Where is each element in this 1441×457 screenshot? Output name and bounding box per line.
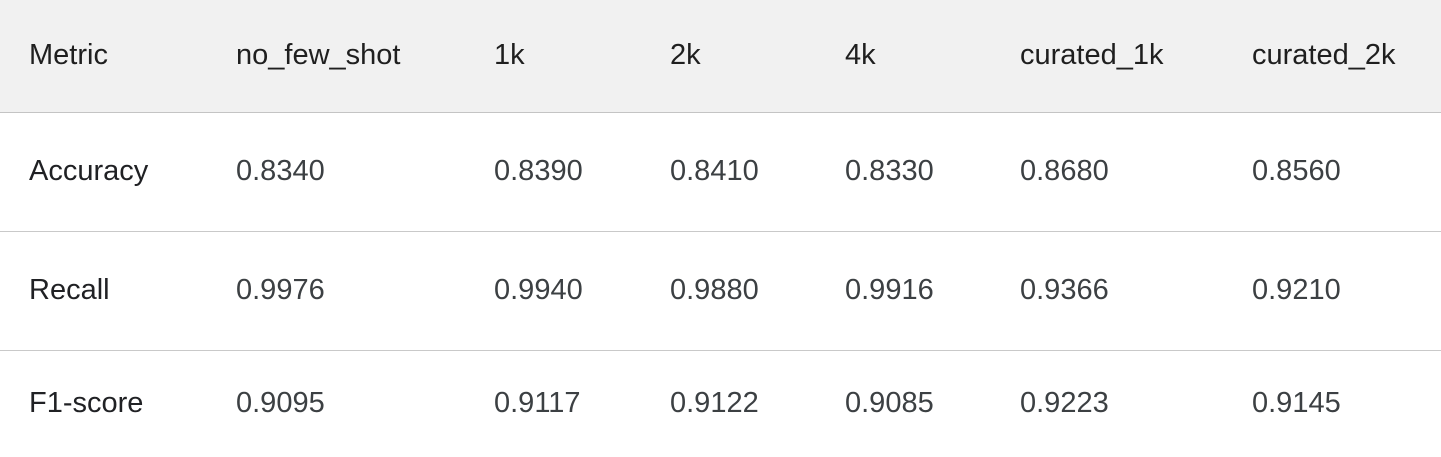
value-cell: 0.8680 (1020, 155, 1109, 187)
value-cell: 0.9145 (1223, 349, 1441, 457)
table-row-accuracy: Accuracy 0.8340 0.8390 0.8410 0.8330 0.8… (0, 112, 1441, 231)
value-cell: 0.9085 (816, 349, 991, 457)
header-2k: 2k (641, 0, 816, 113)
metric-name: Accuracy (29, 155, 149, 187)
header-1k: 1k (465, 0, 641, 113)
table-row-recall: Recall 0.9976 0.9940 0.9880 0.9916 0.936… (0, 230, 1441, 350)
value-cell: 0.9366 (991, 230, 1223, 350)
value-cell: 0.9880 (641, 230, 816, 350)
value-cell: 0.8330 (845, 155, 934, 187)
value-cell: 0.9916 (816, 230, 991, 350)
value-cell: 0.8340 (236, 155, 325, 187)
header-row: Metric no_few_shot 1k 2k 4k curated_1k c… (0, 0, 1441, 113)
metric-name: Recall (0, 230, 207, 350)
header-metric: Metric (0, 0, 207, 113)
value-cell: 0.9223 (991, 349, 1223, 457)
value-cell: 0.8390 (494, 155, 583, 187)
header-curated-2k: curated_2k (1223, 0, 1441, 113)
header-curated-1k: curated_1k (991, 0, 1223, 113)
value-cell: 0.9117 (465, 349, 641, 457)
value-cell: 0.8560 (1252, 155, 1341, 187)
value-cell: 0.9940 (465, 230, 641, 350)
header-no-few-shot: no_few_shot (207, 0, 465, 113)
value-cell: 0.9095 (207, 349, 465, 457)
value-cell: 0.9122 (641, 349, 816, 457)
table-row-f1-score: F1-score 0.9095 0.9117 0.9122 0.9085 0.9… (0, 349, 1441, 457)
value-cell: 0.9976 (207, 230, 465, 350)
metric-name: F1-score (0, 349, 207, 457)
value-cell: 0.8410 (670, 155, 759, 187)
value-cell: 0.9210 (1223, 230, 1441, 350)
table-header: Metric no_few_shot 1k 2k 4k curated_1k c… (0, 0, 1441, 113)
header-4k: 4k (816, 0, 991, 113)
table-body: Accuracy 0.8340 0.8390 0.8410 0.8330 0.8… (0, 112, 1441, 457)
